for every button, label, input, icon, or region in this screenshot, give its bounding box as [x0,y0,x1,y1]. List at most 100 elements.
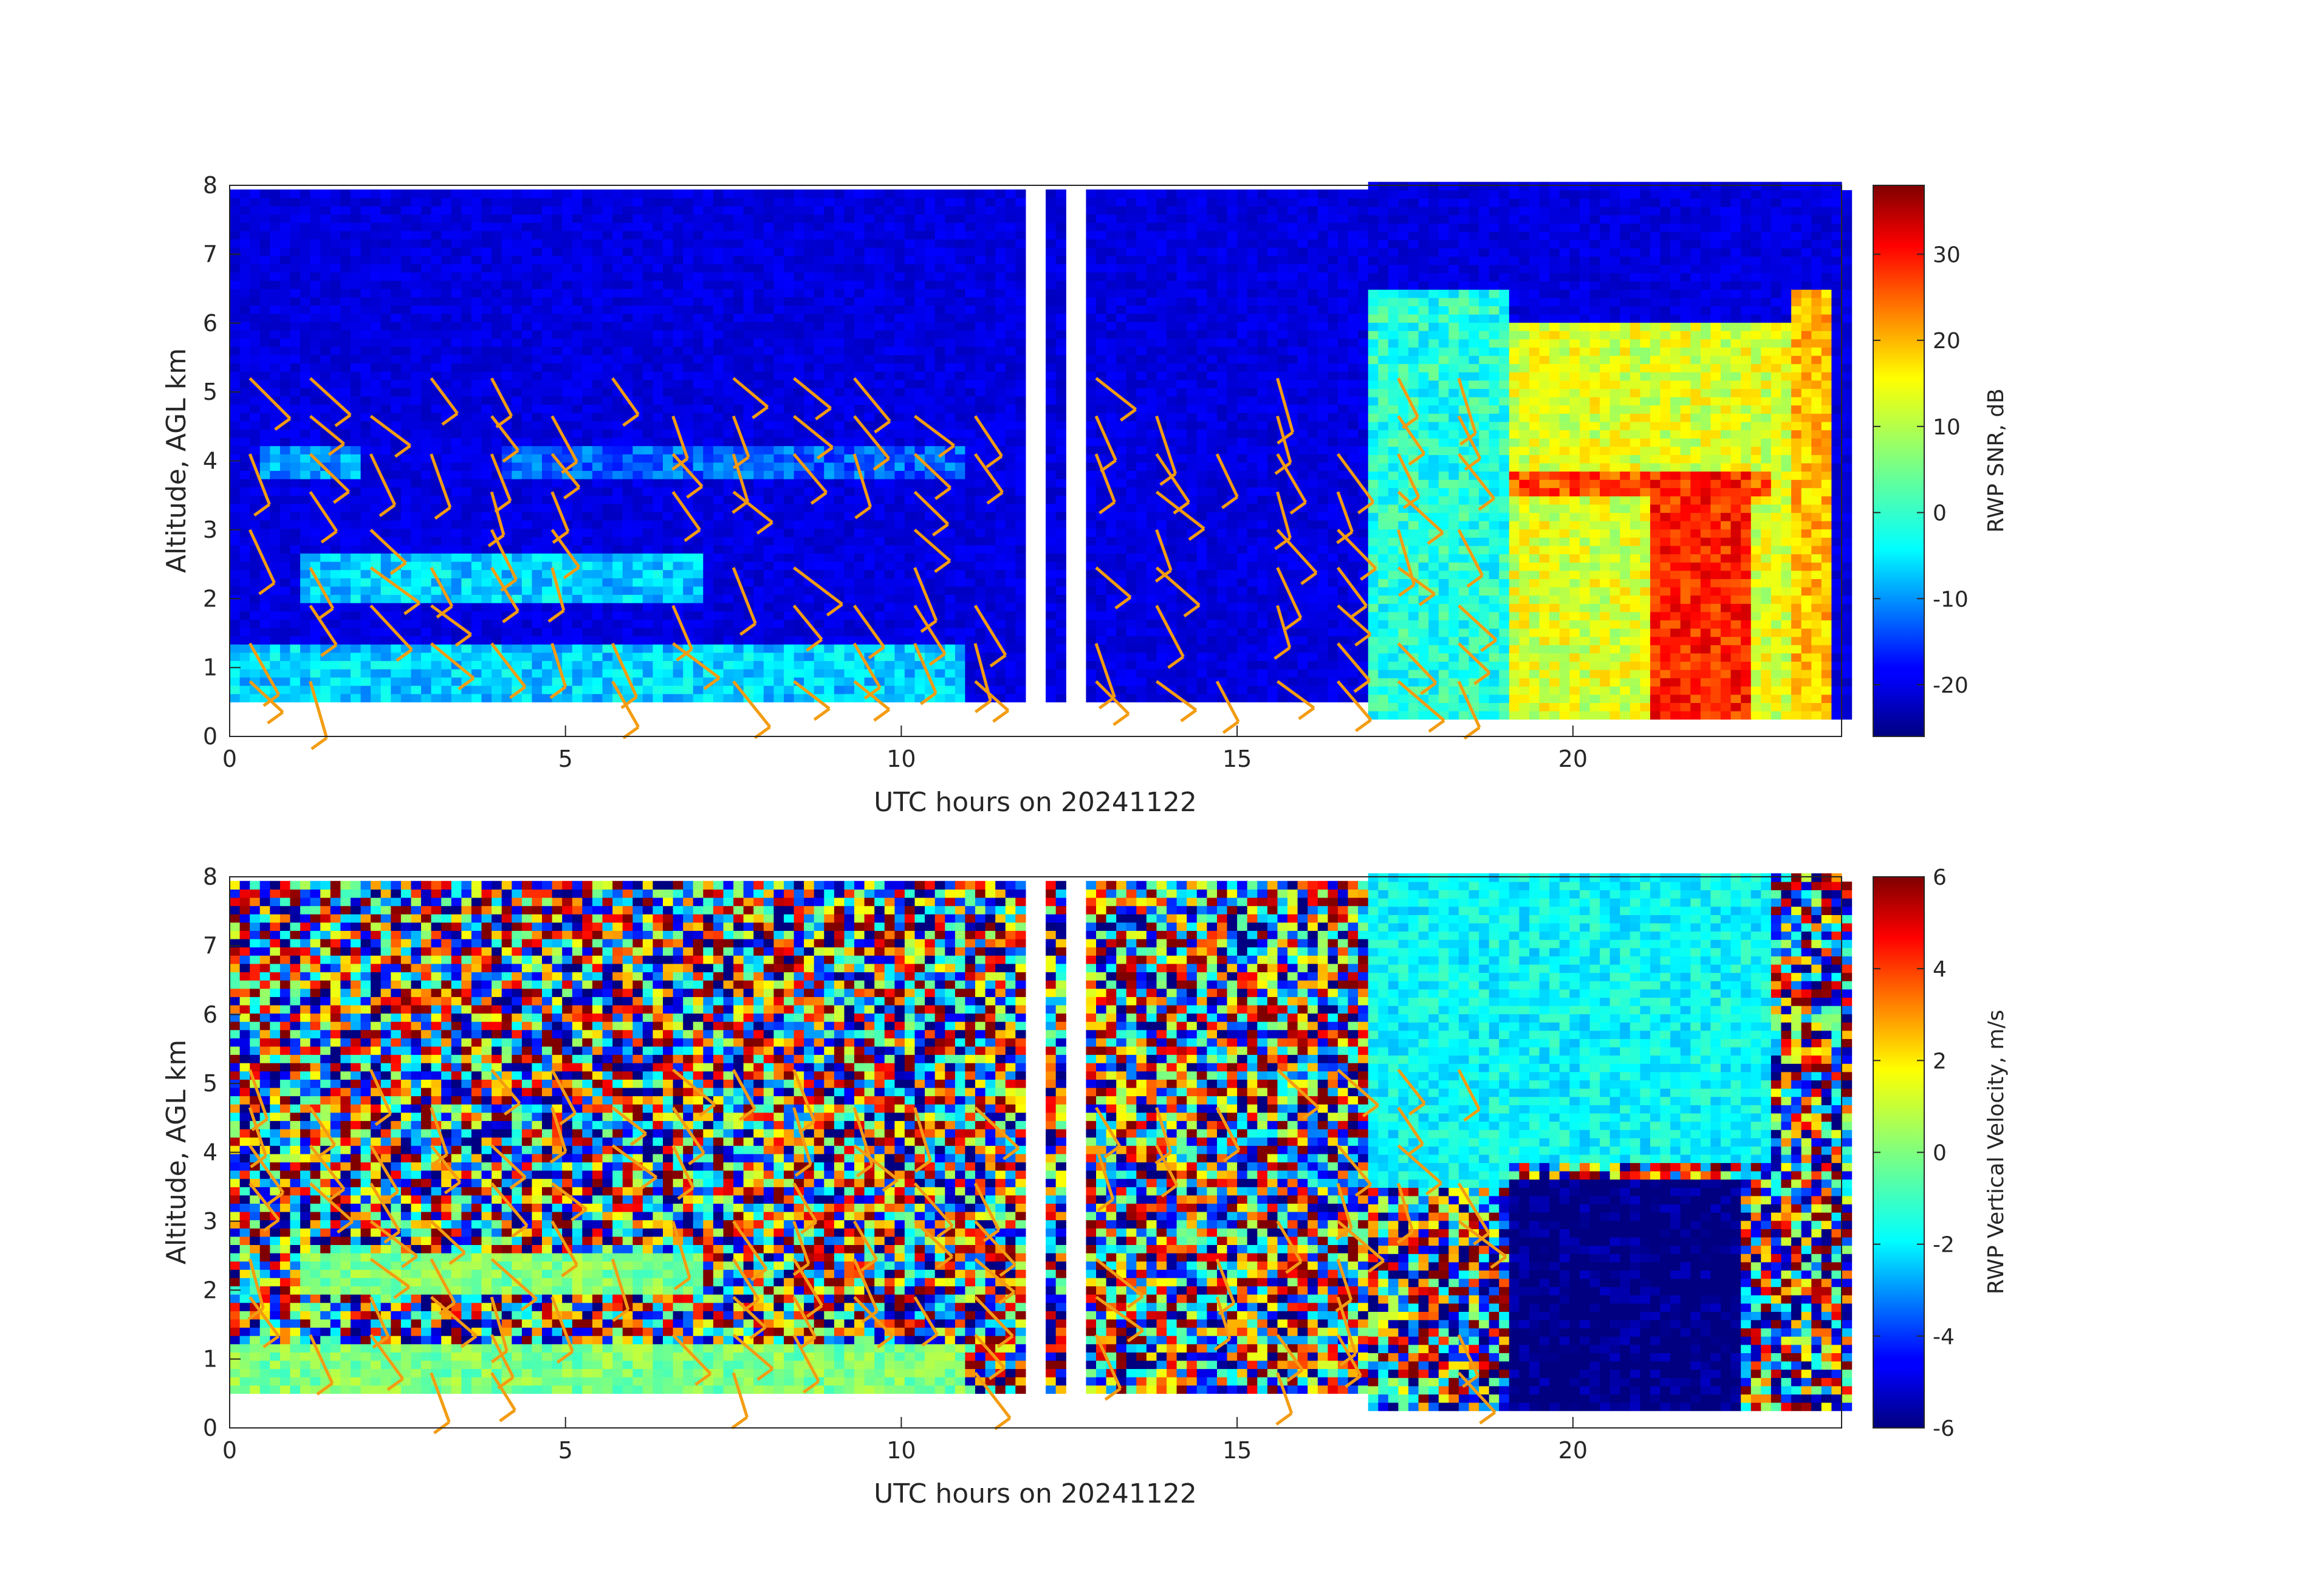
heatmap-cell [794,197,804,207]
heatmap-cell [894,230,905,239]
heatmap-cell [259,512,270,521]
heatmap-cell [965,255,976,264]
heatmap-cell [642,371,653,380]
heatmap-cell [421,644,432,653]
heatmap-cell [894,520,905,529]
heatmap-cell [713,280,724,289]
heatmap-cell [955,247,966,256]
heatmap-cell [934,321,945,331]
heatmap-cell [965,470,976,479]
heatmap-cell [653,354,663,364]
heatmap-cell [844,553,855,562]
heatmap-cell [763,264,774,273]
heatmap-cell [632,264,643,273]
heatmap-cell [1046,313,1057,323]
heatmap-cell [934,354,945,364]
heatmap-cell [925,247,936,256]
heatmap-cell [471,206,482,215]
heatmap-cell [925,305,936,314]
heatmap-cell [723,379,734,388]
heatmap-cell [854,363,865,372]
heatmap-cell [582,396,593,405]
heatmap-cell [642,578,653,587]
heatmap-cell [743,264,754,273]
heatmap-cell [955,561,966,571]
heatmap-cell [411,644,422,653]
heatmap-cell [572,197,583,207]
heatmap-cell [270,470,281,479]
heatmap-cell [521,214,533,223]
heatmap-cell [763,321,774,331]
heatmap-cell [582,379,593,388]
heatmap-cell [290,396,301,405]
heatmap-cell [975,280,986,289]
heatmap-cell [975,495,986,504]
heatmap-cell [763,636,774,645]
heatmap-cell [532,313,543,323]
heatmap-cell [230,313,241,323]
heatmap-cell [582,693,593,702]
heatmap-cell [653,413,663,422]
heatmap-cell [451,214,462,223]
heatmap-cell [854,586,865,595]
heatmap-cell [371,388,382,397]
heatmap-cell [824,627,835,637]
heatmap-cell [763,660,774,670]
heatmap-cell [310,479,321,488]
heatmap-cell [1055,454,1066,463]
heatmap-cell [259,693,270,702]
heatmap-cell [804,321,815,331]
heatmap-cell [1046,619,1057,628]
heatmap-cell [441,454,452,463]
heatmap-cell [874,280,885,289]
heatmap-cell [622,603,633,612]
heatmap-cell [642,429,653,438]
heatmap-cell [864,264,875,273]
heatmap-cell [239,197,250,207]
heatmap-cell [854,594,865,603]
heatmap-cell [844,206,855,215]
heatmap-cell [713,693,724,702]
heatmap-cell [642,668,653,678]
heatmap-cell [572,619,583,628]
heatmap-cell [784,297,795,306]
heatmap-cell [532,346,543,355]
heatmap-cell [481,247,492,256]
heatmap-cell [965,685,976,695]
heatmap-cell [844,338,855,347]
heatmap-cell [451,264,462,273]
heatmap-cell [683,413,694,422]
heatmap-cell [632,537,643,546]
heatmap-cell [451,586,462,595]
heatmap-cell [753,214,764,223]
heatmap-cell [612,371,623,380]
heatmap-cell [985,305,996,314]
heatmap-cell [743,363,754,372]
heatmap-cell [955,413,966,422]
heatmap-cell [380,264,391,273]
heatmap-cell [501,206,512,215]
heatmap-cell [279,437,291,447]
heatmap-cell [481,230,492,239]
heatmap-cell [521,222,533,232]
heatmap-cell [914,693,925,702]
heatmap-cell [945,578,956,587]
heatmap-cell [270,520,281,529]
heatmap-cell [471,569,482,578]
heatmap-cell [320,528,331,537]
heatmap-cell [642,544,653,554]
heatmap-cell [743,222,754,232]
heatmap-cell [904,247,916,256]
heatmap-cell [230,462,241,471]
heatmap-cell [461,479,472,488]
heatmap-cell [380,668,391,678]
heatmap-cell [844,636,855,645]
heatmap-cell [250,338,261,347]
heatmap-cell [411,289,422,298]
heatmap-cell [663,404,674,413]
heatmap-cell [914,388,925,397]
heatmap-cell [763,619,774,628]
heatmap-cell [925,239,936,248]
heatmap-cell [995,668,1006,678]
